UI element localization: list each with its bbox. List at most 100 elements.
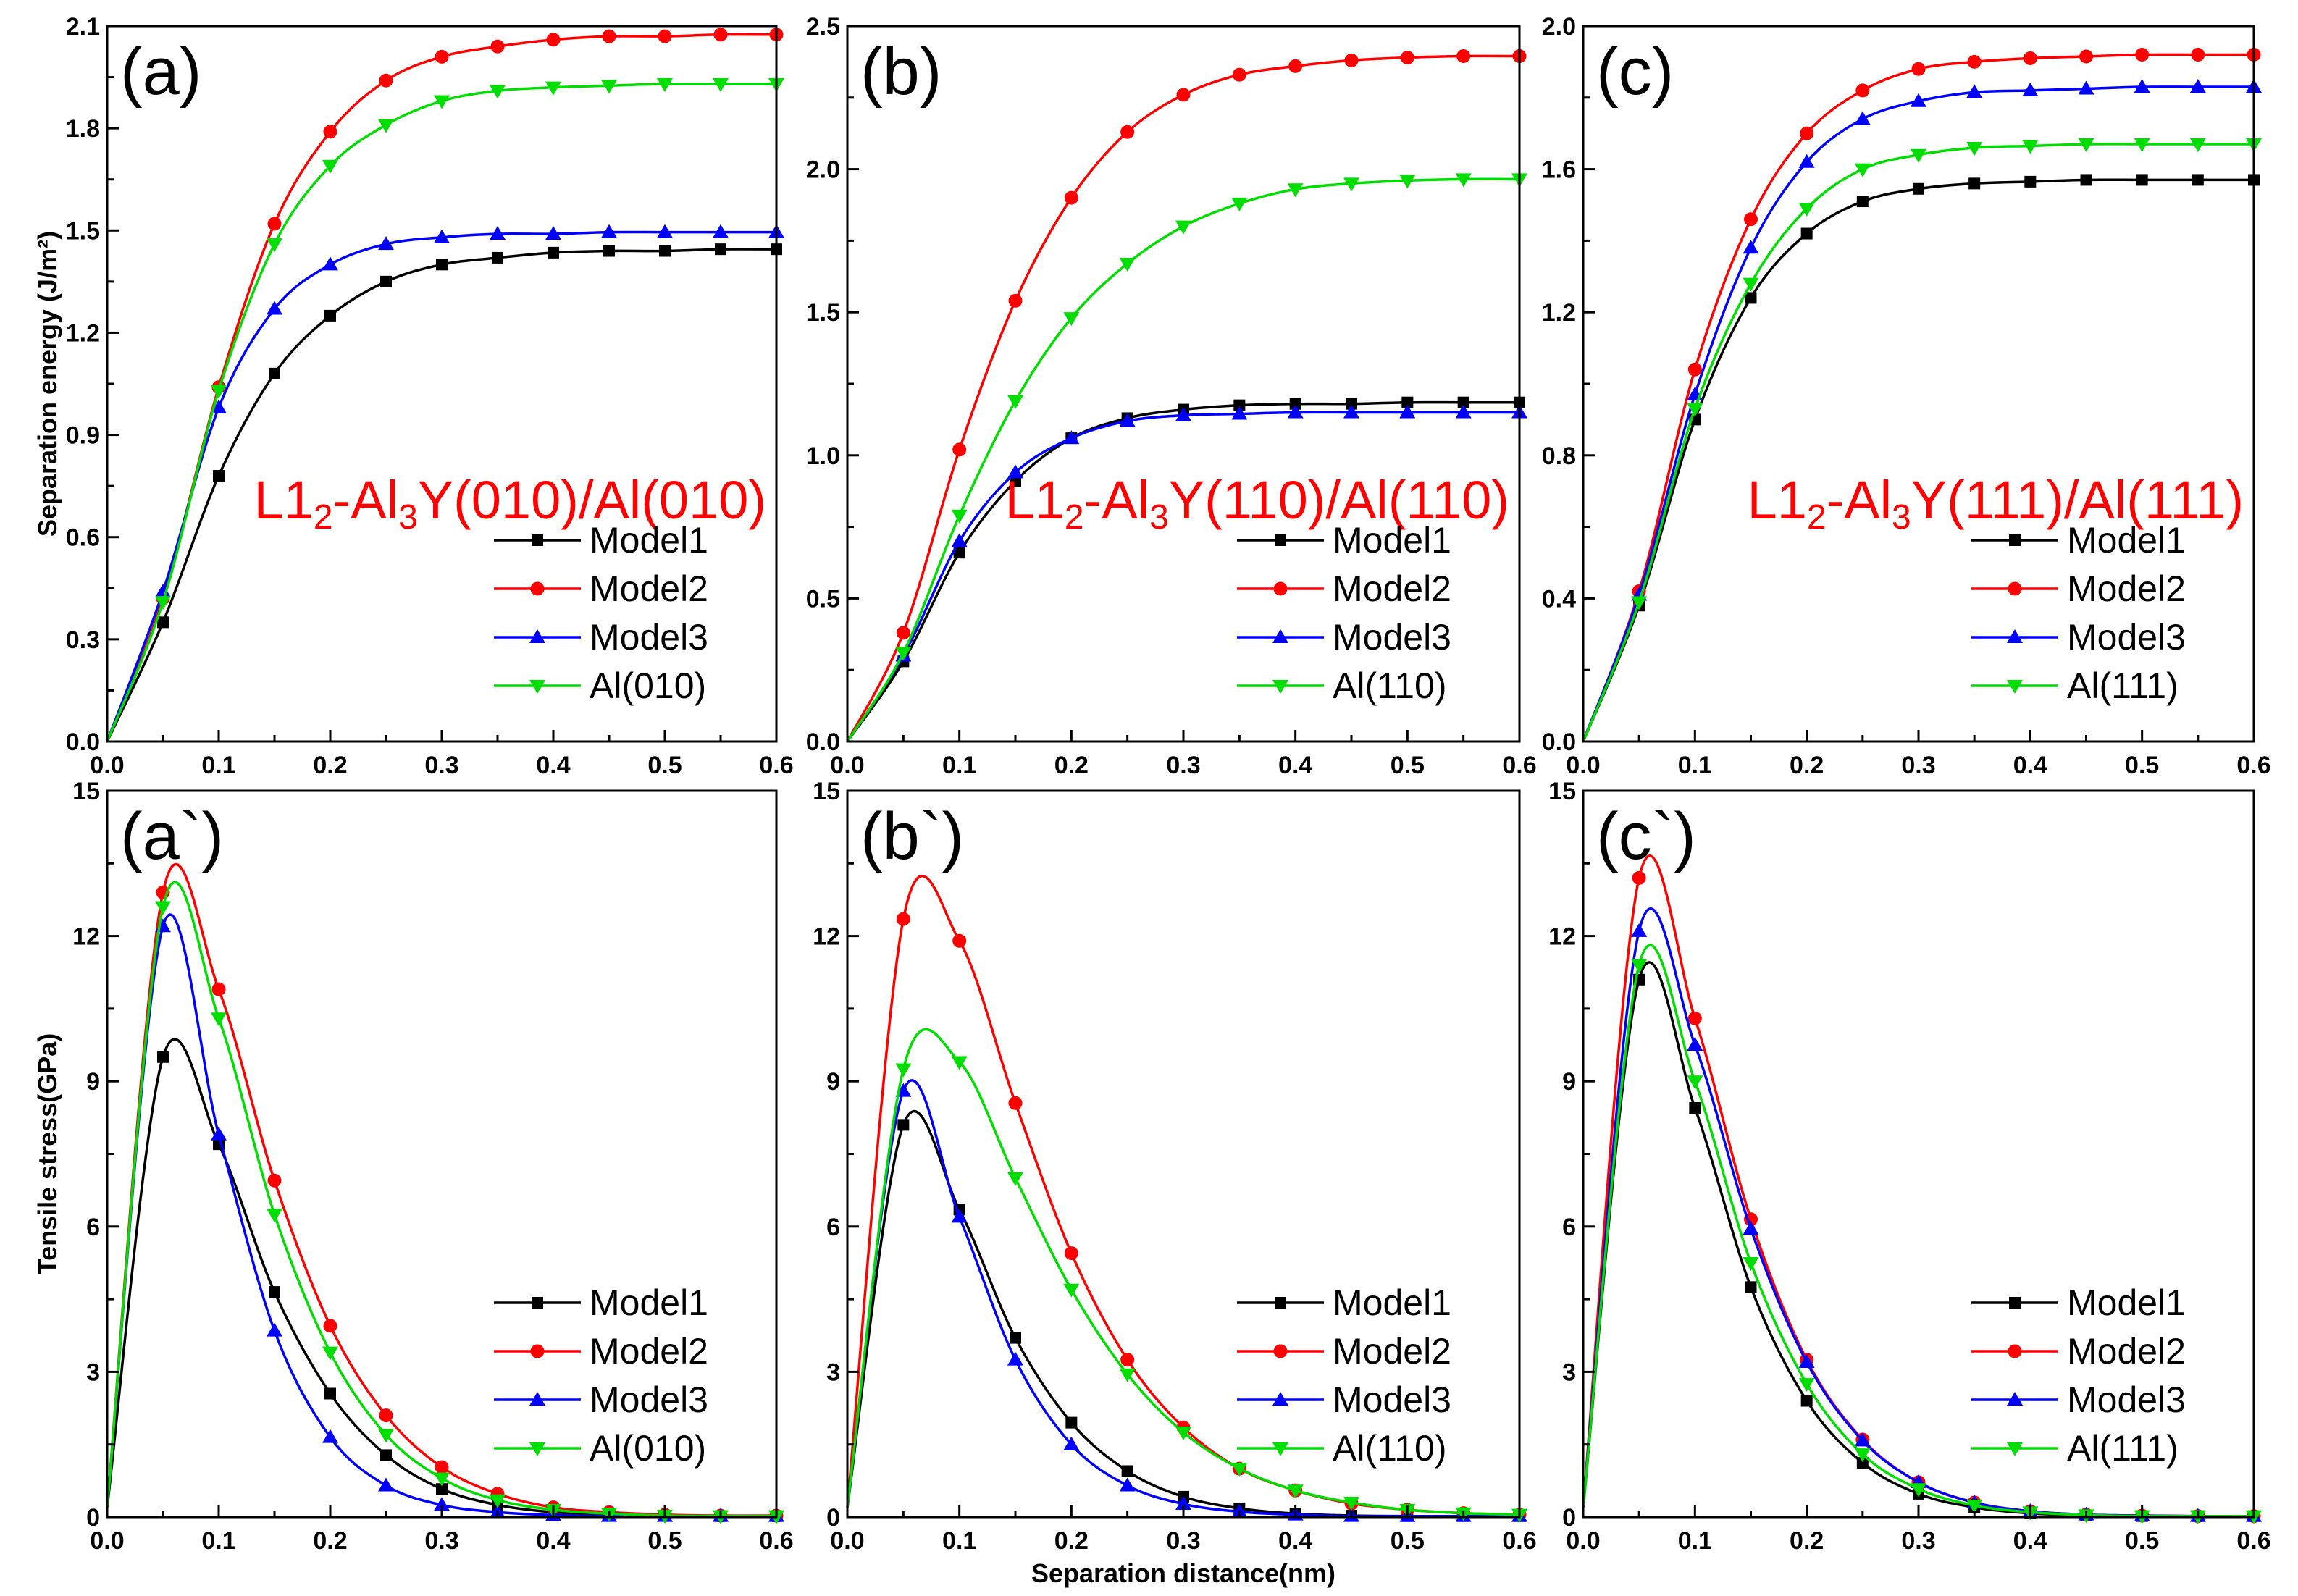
panel-c-prime: 0.0 0.1 0.2 0.3 0.4 0.5 0.6 0 3 6 9 12 15 (c`) Model1 M… — [1548, 778, 2270, 1555]
panel-a-prime: 0.0 0.1 0.2 0.3 0.4 0.5 0.6 0 3 6 9 12 15 Tensile str… — [33, 778, 794, 1555]
panel-label: (b) — [860, 35, 942, 109]
y-tick-label: 1.2 — [66, 319, 100, 347]
data-point-al-110-3 — [1007, 395, 1023, 409]
data-point-al-010-1 — [155, 901, 171, 915]
legend-marker-model1 — [1275, 1297, 1286, 1309]
data-point-model2-9 — [1344, 53, 1359, 67]
y-tick-label: 1.5 — [66, 217, 100, 245]
data-point-model3-10 — [2134, 78, 2150, 93]
annotation-sub1: 2 — [1065, 498, 1084, 537]
data-point-model3-1 — [1631, 923, 1648, 937]
x-tick-label: 0.3 — [424, 752, 458, 779]
panel-c: 0.0 0.1 0.2 0.3 0.4 0.5 0.6 0.0 0.4 0.8 1.2 1.6 2.0 (… — [1542, 13, 2271, 779]
data-point-model3-6 — [1175, 1495, 1191, 1510]
x-tick-label: 0.2 — [1790, 752, 1824, 779]
data-point-model1-2 — [213, 470, 225, 482]
data-point-al-010-5 — [378, 119, 394, 133]
legend-label-model2: Model2 — [2067, 568, 2186, 609]
legend-label-model2: Model2 — [590, 568, 708, 609]
legend-marker-al-110 — [1272, 680, 1288, 694]
data-point-model1-1 — [157, 616, 169, 629]
data-point-model2-7 — [490, 39, 505, 54]
data-point-model2-7 — [1232, 67, 1246, 82]
x-tick-label: 0.4 — [1278, 1527, 1312, 1555]
x-tick-label: 0.3 — [1166, 1527, 1200, 1555]
y-tick-label: 9 — [86, 1068, 100, 1096]
data-point-al-111-4 — [1798, 202, 1815, 217]
data-point-al-111-10 — [2134, 138, 2150, 153]
data-point-model3-7 — [490, 225, 506, 240]
x-tick-label: 0.6 — [2236, 752, 2270, 779]
data-point-model3-2 — [951, 1209, 968, 1223]
legend-label-al-110: Al(110) — [1333, 665, 1446, 706]
data-point-model1-6 — [1913, 182, 1924, 195]
data-point-al-111-11 — [2189, 138, 2206, 153]
x-tick-label: 0.0 — [830, 752, 864, 779]
data-point-al-010-6 — [434, 1472, 450, 1487]
series-line-model1 — [106, 248, 777, 742]
data-point-model1-4 — [1800, 1395, 1813, 1407]
data-point-model1-1 — [897, 1119, 910, 1131]
legend-label-al-110: Al(110) — [1333, 1428, 1446, 1469]
x-tick-label: 0.5 — [1391, 752, 1425, 779]
legend-label-al-010: Al(010) — [590, 665, 706, 706]
x-axis-label: Separation distance(nm) — [1031, 1558, 1335, 1588]
data-point-model3-9 — [601, 224, 617, 238]
data-point-model3-11 — [713, 224, 729, 238]
x-tick-label: 0.2 — [1054, 752, 1089, 779]
data-point-model2-4 — [1064, 190, 1078, 205]
legend-label-model1: Model1 — [590, 1282, 708, 1323]
data-point-al-010-4 — [322, 159, 338, 174]
data-point-model3-7 — [1966, 84, 1983, 98]
data-point-al-110-2 — [951, 1056, 968, 1070]
y-tick-label: 1.2 — [1542, 299, 1576, 327]
x-tick-label: 0.5 — [2125, 1527, 2159, 1555]
data-point-al-111-2 — [1687, 403, 1703, 417]
data-point-model1-7 — [492, 251, 503, 264]
data-point-al-111-9 — [2078, 138, 2094, 153]
panel-a: 0.0 0.1 0.2 0.3 0.4 0.5 0.6 0.0 0.3 0.6 0.9 1.2 1.5 1… — [33, 13, 794, 779]
data-point-model3-8 — [545, 225, 561, 240]
data-point-model3-3 — [267, 1322, 282, 1337]
data-point-al-010-2 — [211, 385, 227, 399]
legend-label-model1: Model1 — [1333, 1282, 1451, 1323]
data-point-model3-5 — [378, 1477, 394, 1492]
legend-label-al-111: Al(111) — [2067, 665, 2179, 706]
x-tick-label: 0.6 — [2236, 1527, 2270, 1555]
y-tick-label: 2.0 — [1542, 13, 1576, 41]
data-point-model1-5 — [380, 1449, 392, 1461]
data-point-model1-2 — [953, 547, 965, 559]
data-point-al-111-1 — [1631, 959, 1648, 973]
data-point-model3-2 — [1687, 1037, 1703, 1051]
data-point-al-111-6 — [1911, 1483, 1926, 1498]
data-point-model3-3 — [1007, 464, 1023, 479]
x-tick-label: 0.3 — [1166, 752, 1200, 779]
data-point-model3-5 — [1119, 413, 1136, 427]
data-point-model1-3 — [1010, 1332, 1021, 1344]
data-point-model2-2 — [952, 933, 967, 948]
annotation-sub2: 3 — [1892, 498, 1911, 537]
data-point-al-010-10 — [657, 77, 673, 92]
data-point-al-110-6 — [1175, 1426, 1191, 1440]
legend-label-model3: Model3 — [1333, 617, 1451, 658]
legend-marker-model1 — [1275, 534, 1286, 546]
x-tick-label: 0.1 — [942, 1527, 976, 1555]
data-point-model3-3 — [1743, 240, 1759, 254]
panel-label: (a`) — [120, 799, 224, 873]
x-tick-label: 0.1 — [942, 752, 976, 779]
data-point-al-110-1 — [895, 647, 912, 661]
data-point-model1-1 — [157, 1051, 169, 1063]
x-tick-label: 0.2 — [1790, 1527, 1824, 1555]
data-point-model2-5 — [1120, 1353, 1135, 1367]
y-tick-label: 3 — [86, 1358, 100, 1386]
legend-label-model2: Model2 — [1333, 568, 1451, 609]
data-point-al-010-6 — [434, 95, 450, 109]
panel-label: (c) — [1596, 35, 1674, 109]
data-point-model3-10 — [1399, 404, 1416, 419]
legend-marker-al-010 — [529, 1442, 545, 1456]
data-point-model2-6 — [1176, 88, 1191, 102]
data-point-model2-3 — [1008, 1096, 1023, 1110]
legend-marker-model1 — [532, 1297, 543, 1309]
x-tick-label: 0.1 — [201, 752, 235, 779]
data-point-model2-10 — [2135, 48, 2150, 62]
